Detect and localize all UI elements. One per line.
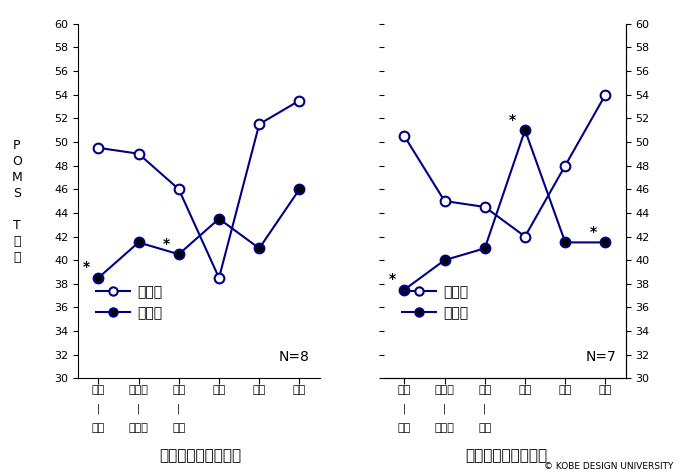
Text: |: | xyxy=(483,404,486,414)
Text: |: | xyxy=(97,404,100,414)
Text: © KOBE DESIGN UNIVERSITY: © KOBE DESIGN UNIVERSITY xyxy=(544,462,673,471)
Text: *: * xyxy=(82,260,90,274)
Text: 活気: 活気 xyxy=(518,385,532,395)
Text: 混乱: 混乱 xyxy=(599,385,612,395)
Text: 抑うつ: 抑うつ xyxy=(435,385,454,395)
Text: 林床管理プログラム: 林床管理プログラム xyxy=(466,448,547,464)
Legend: 体験前, 体験後: 体験前, 体験後 xyxy=(90,279,168,325)
Text: 疲労: 疲労 xyxy=(253,385,266,395)
Text: 絊張: 絊張 xyxy=(398,385,411,395)
Text: *: * xyxy=(163,236,170,251)
Text: 不安: 不安 xyxy=(398,423,411,433)
Legend: 体験前, 体験後: 体験前, 体験後 xyxy=(396,279,474,325)
Text: *: * xyxy=(388,272,396,286)
Text: |: | xyxy=(137,404,140,414)
Text: 敘意: 敘意 xyxy=(172,423,186,433)
Text: 活気: 活気 xyxy=(212,385,226,395)
Text: *: * xyxy=(509,113,516,127)
Text: 怒り: 怒り xyxy=(172,385,186,395)
Text: N=8: N=8 xyxy=(279,350,310,364)
Text: N=7: N=7 xyxy=(585,350,616,364)
Text: 怒り: 怒り xyxy=(478,385,492,395)
Text: |: | xyxy=(443,404,446,414)
Text: |: | xyxy=(403,404,406,414)
Text: 混乱: 混乱 xyxy=(293,385,306,395)
Text: 森林観察プログラム: 森林観察プログラム xyxy=(160,448,241,464)
Text: P
O
M
S
 
T
得
点: P O M S T 得 点 xyxy=(12,139,22,263)
Text: 疲労: 疲労 xyxy=(559,385,572,395)
Text: *: * xyxy=(590,225,596,239)
Text: 絊張: 絊張 xyxy=(92,385,105,395)
Text: 不安: 不安 xyxy=(92,423,105,433)
Text: 落込み: 落込み xyxy=(435,423,454,433)
Text: |: | xyxy=(177,404,180,414)
Text: 落込み: 落込み xyxy=(129,423,148,433)
Text: 抑うつ: 抑うつ xyxy=(129,385,148,395)
Text: 敘意: 敘意 xyxy=(478,423,492,433)
